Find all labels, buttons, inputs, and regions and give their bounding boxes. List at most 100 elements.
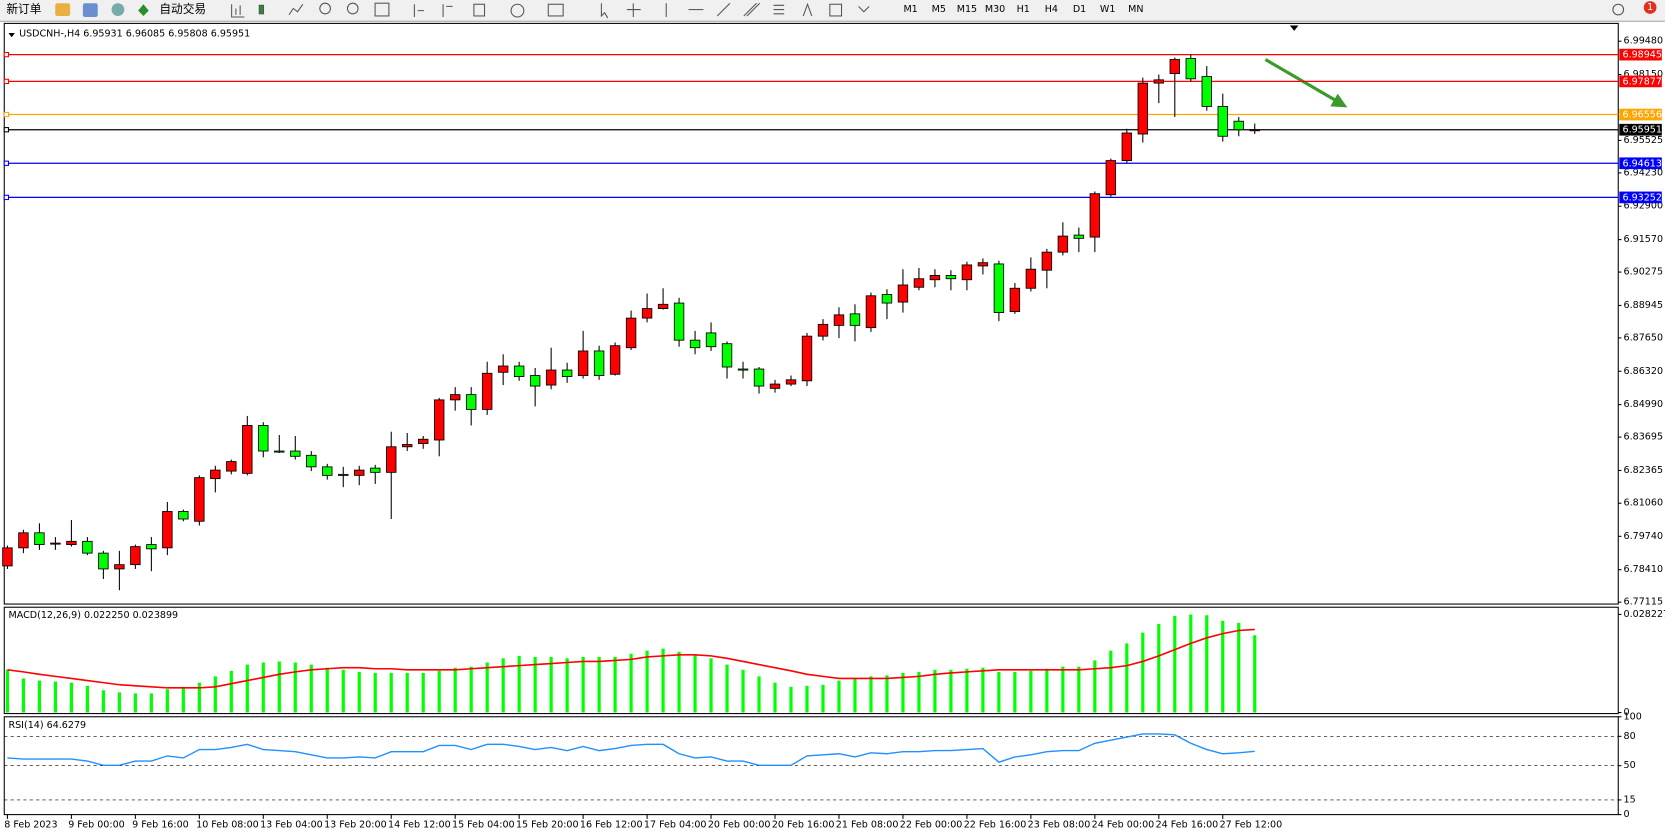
- timeframe-bar: M1 M5 M15 M30 H1 H4 D1 W1 MN: [903, 4, 1143, 15]
- macd-bar: [325, 667, 329, 713]
- notification-badge[interactable]: [1643, 1, 1657, 14]
- candle-body: [18, 532, 29, 549]
- level-label-bg: [1619, 191, 1662, 204]
- level-handle: [3, 127, 10, 133]
- timeframe-button[interactable]: M5: [932, 4, 946, 15]
- candle-body: [370, 467, 381, 473]
- level-label: 6.97877: [1622, 76, 1661, 87]
- macd-bar: [181, 686, 185, 713]
- candle-body: [913, 278, 925, 288]
- label-icon[interactable]: [829, 3, 843, 17]
- timeframe-button[interactable]: W1: [1100, 4, 1116, 15]
- crosshair-icon[interactable]: [626, 3, 641, 18]
- timeframe-button[interactable]: H1: [1017, 4, 1030, 15]
- shift-icon[interactable]: [442, 4, 453, 18]
- candle-body: [258, 425, 269, 452]
- auto-trading-button[interactable]: 自动交易: [159, 2, 206, 16]
- candle-body: [561, 369, 573, 377]
- macd-bar: [821, 684, 825, 713]
- new-order-button[interactable]: 新订单: [6, 2, 41, 16]
- candle-body: [785, 379, 797, 385]
- macd-title: MACD(12,26,9) 0.022250 0.023899: [9, 610, 179, 621]
- candle-body: [657, 303, 669, 310]
- macd-bar: [533, 656, 537, 713]
- candle-body: [1249, 129, 1260, 132]
- macd-bar: [981, 667, 985, 713]
- candle-body: [1073, 234, 1085, 239]
- y-tick-label: 6.83695: [1624, 432, 1663, 443]
- y-tick-label: 6.77115: [1624, 597, 1663, 608]
- candle-body: [689, 339, 701, 349]
- macd-bar: [405, 672, 409, 713]
- candle-body: [801, 335, 813, 382]
- candle-body: [1169, 59, 1181, 74]
- auto-trading-icon[interactable]: [138, 4, 149, 16]
- toolbar: [0, 0, 1665, 22]
- macd-bar: [965, 668, 969, 713]
- macd-bar: [389, 672, 393, 713]
- y-tick-label: 6.88945: [1624, 300, 1663, 311]
- bar-chart-icon[interactable]: [231, 4, 245, 18]
- period-icon[interactable]: [510, 3, 525, 18]
- x-tick-label: 22 Feb 16:00: [964, 820, 1027, 831]
- zoom-out-icon[interactable]: [346, 2, 359, 15]
- toolbar-icon[interactable]: [111, 3, 125, 16]
- macd-bar: [949, 669, 953, 713]
- x-tick-label: 21 Feb 08:00: [836, 820, 899, 831]
- macd-bar: [469, 666, 473, 713]
- y-tick-label: 6.86320: [1624, 366, 1663, 377]
- macd-bar: [1093, 660, 1097, 713]
- arrows-icon[interactable]: [858, 6, 870, 13]
- rsi-title: RSI(14) 64.6279: [9, 720, 87, 731]
- indicators-icon[interactable]: [473, 3, 486, 17]
- x-tick-label: 9 Feb 00:00: [68, 820, 125, 831]
- level-handle: [3, 51, 10, 58]
- candle-body: [961, 264, 973, 281]
- x-tick-label: 13 Feb 04:00: [260, 820, 323, 831]
- candle-body: [865, 295, 877, 329]
- x-tick-label: 14 Feb 12:00: [388, 820, 451, 831]
- trendline-icon[interactable]: [716, 2, 731, 17]
- timeframe-button[interactable]: D1: [1073, 4, 1086, 15]
- text-icon[interactable]: [802, 2, 813, 17]
- candle-body: [274, 450, 285, 453]
- menu-marker[interactable]: [8, 32, 15, 38]
- macd-bar: [741, 669, 745, 713]
- x-tick-label: 13 Feb 20:00: [324, 820, 387, 831]
- zoom-in-icon[interactable]: [319, 2, 331, 15]
- macd-bar: [805, 685, 809, 713]
- tile-icon[interactable]: [374, 2, 390, 17]
- y-tick-label: 6.98150: [1624, 69, 1663, 80]
- candle-body: [1041, 251, 1053, 271]
- candle-body: [1217, 105, 1228, 137]
- line-chart-icon[interactable]: [288, 3, 304, 16]
- timeframe-button[interactable]: H4: [1045, 4, 1058, 15]
- channel-icon[interactable]: [743, 2, 761, 17]
- candle-body: [242, 425, 253, 474]
- search-icon[interactable]: [1612, 3, 1625, 16]
- timeframe-button[interactable]: M30: [985, 4, 1005, 15]
- toolbar-icon[interactable]: [55, 3, 71, 16]
- candle-body: [418, 438, 429, 444]
- timeframe-button[interactable]: M1: [903, 4, 917, 15]
- candle-icon[interactable]: [258, 4, 265, 15]
- y-tick-label: 6.99480: [1624, 36, 1663, 47]
- level-handle: [3, 111, 10, 118]
- timeframe-button[interactable]: M15: [957, 4, 977, 15]
- x-tick-label: 24 Feb 00:00: [1092, 820, 1155, 831]
- candle-body: [322, 466, 333, 476]
- macd-panel: [3, 606, 1619, 715]
- template-icon[interactable]: [547, 3, 564, 17]
- level-handle: [3, 78, 10, 85]
- cursor-icon[interactable]: [600, 3, 609, 19]
- timeframe-button[interactable]: MN: [1128, 4, 1143, 15]
- candle-body: [34, 532, 45, 546]
- candle-body: [609, 345, 621, 375]
- fibo-icon[interactable]: [773, 4, 785, 15]
- candle-body: [593, 350, 605, 376]
- chart-shift-marker[interactable]: [1289, 25, 1299, 31]
- macd-bar: [213, 676, 217, 713]
- macd-bar: [149, 693, 153, 713]
- autoscroll-icon[interactable]: [413, 4, 424, 18]
- toolbar-icon[interactable]: [82, 3, 98, 18]
